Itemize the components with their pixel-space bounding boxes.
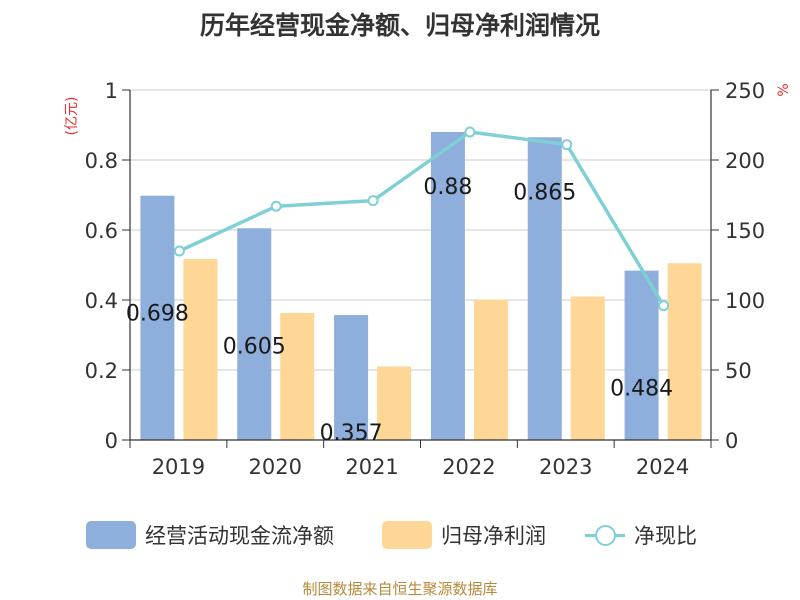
legend: 经营活动现金流净额 归母净利润 净现比 <box>0 517 800 553</box>
data-label: 0.698 <box>126 302 189 327</box>
line-point <box>367 195 379 207</box>
data-label: 0.357 <box>320 421 383 446</box>
bar-operating-cash-flow <box>140 195 175 440</box>
y-left-tick-label: 0.8 <box>85 149 118 173</box>
legend-item-net-profit[interactable]: 归母净利润 <box>382 517 546 553</box>
line-point <box>270 200 282 212</box>
data-label: 0.88 <box>423 175 472 200</box>
data-label: 0.865 <box>513 180 576 205</box>
source-note: 制图数据来自恒生聚源数据库 <box>302 580 498 598</box>
legend-label-cash-ratio: 净现比 <box>634 524 697 548</box>
y-right-tick-label: 250 <box>725 79 765 103</box>
y-right-tick-label: 50 <box>725 359 752 383</box>
legend-swatch-net-profit <box>382 521 432 549</box>
bar-operating-cash-flow <box>430 132 465 440</box>
y-left-tick-label: 0 <box>105 429 118 453</box>
legend-label-operating-cash-flow: 经营活动现金流净额 <box>145 524 334 548</box>
y-right-tick-label: 200 <box>725 149 765 173</box>
y-left-tick-label: 0.2 <box>85 359 118 383</box>
bar-operating-cash-flow <box>527 137 562 440</box>
line-point <box>464 126 476 138</box>
bar-operating-cash-flow <box>624 270 659 440</box>
bar-operating-cash-flow <box>237 228 272 440</box>
line-point <box>561 139 573 151</box>
x-tick-label: 2020 <box>249 455 302 479</box>
bar-net-profit <box>377 366 412 440</box>
legend-label-net-profit: 归母净利润 <box>441 524 546 548</box>
legend-line-marker-icon <box>585 523 625 547</box>
x-tick-label: 2024 <box>636 455 689 479</box>
y-right-axis-title: % <box>776 83 792 96</box>
y-right-tick-label: 100 <box>725 289 765 313</box>
bar-net-profit <box>473 299 508 440</box>
bar-net-profit <box>667 263 702 440</box>
bar-net-profit <box>183 259 218 440</box>
bar-net-profit <box>570 296 605 440</box>
line-point <box>658 300 670 312</box>
x-tick-label: 2022 <box>442 455 495 479</box>
bar-operating-cash-flow <box>334 315 369 440</box>
x-tick-label: 2019 <box>152 455 205 479</box>
legend-item-cash-ratio[interactable]: 净现比 <box>585 517 697 553</box>
legend-item-operating-cash-flow[interactable]: 经营活动现金流净额 <box>86 517 334 553</box>
y-left-tick-label: 1 <box>105 79 118 103</box>
line-point <box>173 245 185 257</box>
y-right-tick-label: 150 <box>725 219 765 243</box>
series-line-cash-ratio <box>178 130 666 307</box>
y-left-tick-label: 0.4 <box>85 289 118 313</box>
legend-swatch-operating-cash-flow <box>86 521 136 549</box>
y-left-tick-label: 0.6 <box>85 219 118 243</box>
y-left-axis-title: (亿元) <box>64 97 80 136</box>
x-tick-label: 2021 <box>345 455 398 479</box>
data-label: 0.484 <box>610 377 673 402</box>
bar-net-profit <box>280 312 315 440</box>
chart-title: 历年经营现金净额、归母净利润情况 <box>199 11 600 40</box>
y-right-tick-label: 0 <box>725 429 738 453</box>
data-label: 0.605 <box>223 334 286 359</box>
x-tick-label: 2023 <box>539 455 592 479</box>
